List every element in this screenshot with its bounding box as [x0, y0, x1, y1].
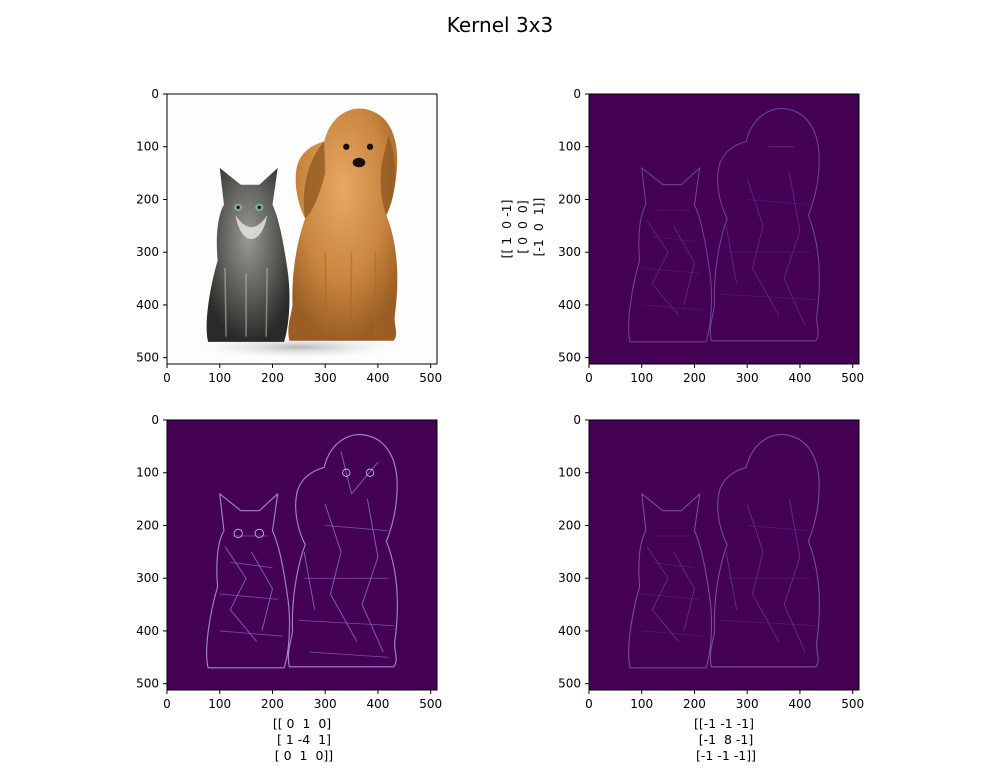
x-tick-label: 0 [585, 371, 593, 385]
x-tick-label: 500 [419, 697, 442, 711]
y-tick-label: 300 [136, 245, 159, 259]
y-tick-label: 400 [136, 298, 159, 312]
y-tick-label: 300 [136, 571, 159, 585]
y-tick-label: 100 [136, 466, 159, 480]
panel-kernel-a [588, 93, 860, 365]
x-axis-label-line: [-1 8 -1] [695, 732, 754, 747]
y-tick-label: 100 [558, 140, 581, 154]
x-tick-label: 500 [841, 371, 864, 385]
x-tick-label: 500 [841, 697, 864, 711]
x-tick-label: 400 [366, 371, 389, 385]
panel-original-image [166, 93, 438, 365]
y-tick-label: 400 [558, 298, 581, 312]
axes-layer: 0 100 200 300 400 500 0 100 200 300 400 500 0 100 200 3… [136, 87, 864, 763]
y-axis-label-line: [[ 1 0 -1] [499, 200, 514, 259]
x-tick-label: 100 [630, 697, 653, 711]
y-tick-label: 300 [558, 245, 581, 259]
x-tick-label: 200 [261, 697, 284, 711]
panel-kernel-c [588, 419, 860, 691]
y-tick-label: 400 [136, 624, 159, 638]
x-tick-label: 300 [736, 697, 759, 711]
x-tick-label: 200 [683, 371, 706, 385]
x-tick-label: 0 [163, 371, 171, 385]
x-axis-label-line: [ 0 1 0]] [271, 748, 333, 763]
x-tick-label: 300 [736, 371, 759, 385]
original-photo [167, 94, 437, 364]
x-tick-label: 300 [314, 371, 337, 385]
y-tick-label: 0 [573, 87, 581, 101]
y-tick-label: 400 [558, 624, 581, 638]
y-tick-label: 0 [151, 413, 159, 427]
x-tick-label: 300 [314, 697, 337, 711]
edge-map-kernel-a [589, 94, 859, 364]
x-tick-label: 500 [419, 371, 442, 385]
y-tick-label: 500 [136, 677, 159, 691]
x-axis-label-line: [[-1 -1 -1] [694, 716, 754, 731]
y-tick-label: 200 [558, 192, 581, 206]
x-tick-label: 200 [261, 371, 284, 385]
x-tick-label: 400 [788, 697, 811, 711]
x-tick-label: 100 [208, 371, 231, 385]
y-tick-label: 300 [558, 571, 581, 585]
y-tick-label: 200 [558, 518, 581, 532]
x-axis-label-line: [[ 0 1 0] [273, 716, 331, 731]
y-tick-label: 0 [573, 413, 581, 427]
x-tick-label: 200 [683, 697, 706, 711]
x-tick-label: 0 [163, 697, 171, 711]
y-axis-label-line: [-1 0 1]] [531, 198, 546, 261]
figure-title: Kernel 3x3 [447, 13, 553, 37]
y-tick-label: 500 [558, 351, 581, 365]
y-axis-label-line: [ 0 0 0] [515, 200, 530, 257]
x-tick-label: 400 [788, 371, 811, 385]
y-tick-label: 500 [558, 677, 581, 691]
y-tick-label: 500 [136, 351, 159, 365]
y-tick-label: 100 [136, 140, 159, 154]
x-tick-label: 400 [366, 697, 389, 711]
x-axis-label-line: [-1 -1 -1]] [692, 748, 756, 763]
x-tick-label: 100 [208, 697, 231, 711]
x-axis-label-line: [ 1 -4 1] [273, 732, 331, 747]
edge-map-kernel-b [167, 420, 437, 690]
x-tick-label: 100 [630, 371, 653, 385]
y-tick-label: 100 [558, 466, 581, 480]
edge-map-kernel-c [589, 420, 859, 690]
x-tick-label: 0 [585, 697, 593, 711]
y-tick-label: 0 [151, 87, 159, 101]
panel-kernel-b [166, 419, 438, 691]
y-tick-label: 200 [136, 192, 159, 206]
y-tick-label: 200 [136, 518, 159, 532]
